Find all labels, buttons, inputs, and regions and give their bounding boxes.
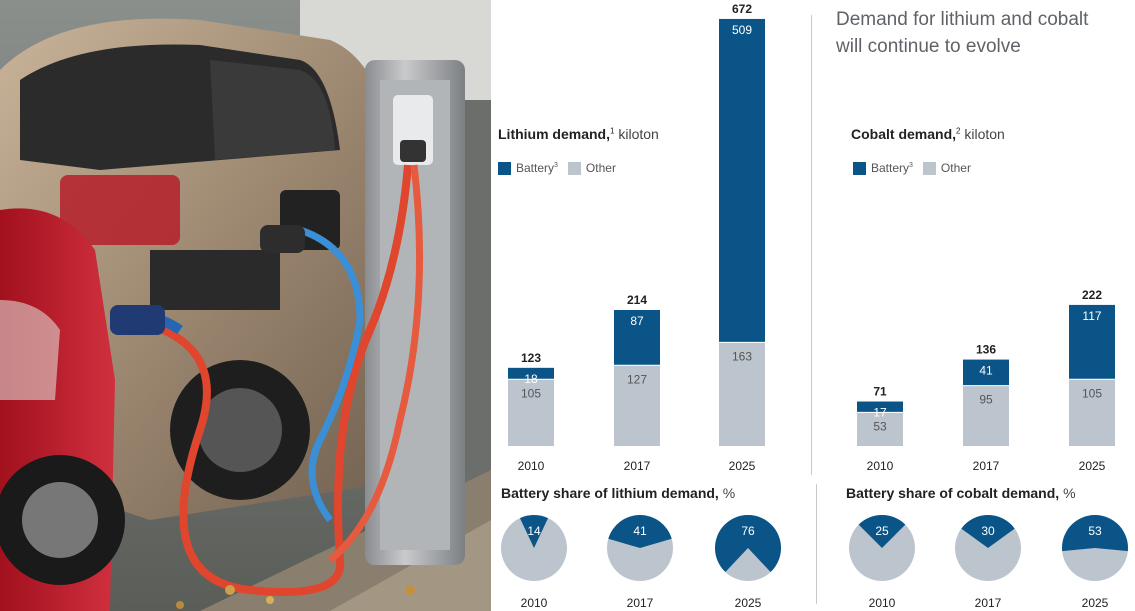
pie-battery-slice: [608, 515, 672, 548]
pie-battery-slice: [961, 515, 1015, 548]
cobalt-share-unit: %: [1063, 485, 1076, 501]
lithium-share-title: Battery share of lithium demand, %: [501, 485, 735, 501]
bar-battery-2017: [963, 359, 1009, 386]
x-tick-label-2017: 2017: [624, 459, 651, 473]
pie-value-label: 25: [875, 524, 889, 538]
bar-other-2010: [508, 379, 554, 446]
legend-battery-label: Battery3: [871, 161, 913, 175]
bar-total-label: 222: [1082, 288, 1102, 302]
x-tick-label-2010: 2010: [518, 459, 545, 473]
pie-year-label-2017: 2017: [627, 596, 654, 610]
bar-other-value-label: 95: [979, 393, 993, 407]
pie-value-label: 14: [527, 524, 541, 538]
pie-battery-slice: [519, 514, 549, 548]
bar-total-label: 123: [521, 351, 541, 365]
x-tick-label-2025: 2025: [729, 459, 756, 473]
cobalt-chart-title-text: Cobalt demand,: [851, 126, 957, 142]
bar-battery-value-label: 18: [524, 372, 538, 386]
legend-battery-label: Battery3: [516, 161, 558, 175]
pie-value-label: 53: [1088, 524, 1102, 538]
legend-battery-text: Battery: [871, 161, 910, 175]
lithium-chart-unit: kiloton: [618, 126, 659, 142]
x-tick-label-2017: 2017: [973, 459, 1000, 473]
bar-battery-value-label: 17: [873, 406, 887, 420]
bar-other-value-label: 163: [732, 349, 752, 363]
pie-year-label-2025: 2025: [1082, 596, 1109, 610]
legend-swatch-other: [567, 161, 581, 175]
lithium-share-unit: %: [722, 485, 736, 501]
x-tick-label-2025: 2025: [1079, 459, 1106, 473]
bar-other-2017: [963, 385, 1009, 446]
legend-swatch-battery: [498, 161, 511, 175]
pie-value-label: 76: [741, 524, 755, 538]
pie-battery-slice: [715, 515, 781, 573]
bar-battery-value-label: 117: [1082, 309, 1101, 323]
bar-battery-value-label: 87: [630, 314, 644, 328]
pie-battery-slice: [1062, 514, 1128, 552]
bar-other-2010: [857, 412, 903, 446]
bar-battery-value-label: 509: [732, 23, 752, 37]
page-title: Demand for lithium and cobalt will conti…: [836, 6, 1088, 60]
bar-other-value-label: 105: [1082, 386, 1102, 400]
page-title-line-2: will continue to evolve: [836, 36, 1021, 57]
legend-swatch-other: [922, 161, 936, 175]
pie-value-label: 41: [633, 524, 647, 538]
cobalt-legend: Battery3 Other: [853, 161, 971, 175]
pie-year-label-2025: 2025: [735, 596, 762, 610]
page-title-line-1: Demand for lithium and cobalt: [836, 9, 1089, 30]
pie-year-label-2010: 2010: [869, 596, 896, 610]
legend-other-label: Other: [940, 161, 971, 175]
bar-battery-2017: [614, 310, 660, 366]
lithium-chart-title: Lithium demand,1 kiloton: [498, 126, 659, 142]
x-tick-label-2010: 2010: [867, 459, 894, 473]
legend-battery-text: Battery: [516, 161, 555, 175]
charts-svg: 1051812320101278721420171635096722025531…: [501, 2, 1128, 610]
cobalt-share-title: Battery share of cobalt demand, %: [846, 485, 1076, 501]
pie-battery-slice: [858, 514, 906, 548]
vertical-divider-top: [811, 15, 812, 475]
bar-total-label: 214: [627, 293, 647, 307]
cobalt-chart-unit: kiloton: [964, 126, 1005, 142]
bar-battery-value-label: 41: [979, 364, 993, 378]
infographic-panel: Demand for lithium and cobalt will conti…: [491, 0, 1135, 611]
bar-total-label: 71: [873, 385, 887, 399]
ev-charging-illustration: [0, 0, 491, 611]
lithium-legend: Battery3 Other: [498, 161, 616, 175]
ev-charging-photo: [0, 0, 491, 611]
bar-total-label: 136: [976, 343, 996, 357]
lithium-share-title-text: Battery share of lithium demand,: [501, 485, 719, 501]
bar-other-value-label: 53: [873, 419, 887, 433]
legend-battery-footnote: 3: [554, 162, 558, 169]
bar-other-value-label: 105: [521, 386, 541, 400]
cobalt-share-title-text: Battery share of cobalt demand,: [846, 485, 1060, 501]
bar-battery-2025: [1069, 304, 1115, 380]
pie-year-label-2017: 2017: [975, 596, 1002, 610]
bar-total-label: 672: [732, 2, 752, 16]
bar-other-2025: [719, 342, 765, 446]
pie-value-label: 30: [981, 524, 995, 538]
bar-other-2025: [1069, 379, 1115, 446]
cobalt-chart-title: Cobalt demand,2 kiloton: [851, 126, 1005, 142]
cobalt-title-footnote: 2: [956, 126, 961, 136]
legend-swatch-battery: [853, 161, 866, 175]
legend-battery-footnote: 3: [909, 162, 913, 169]
lithium-title-footnote: 1: [610, 126, 615, 136]
lithium-chart-title-text: Lithium demand,: [498, 126, 610, 142]
bar-battery-2025: [719, 18, 765, 343]
pie-year-label-2010: 2010: [521, 596, 548, 610]
vertical-divider-bottom: [816, 484, 817, 604]
bar-other-2017: [614, 365, 660, 446]
bar-battery-2010: [508, 367, 554, 380]
legend-other-label: Other: [585, 161, 616, 175]
bar-battery-2010: [857, 401, 903, 413]
bar-other-value-label: 127: [627, 372, 647, 386]
